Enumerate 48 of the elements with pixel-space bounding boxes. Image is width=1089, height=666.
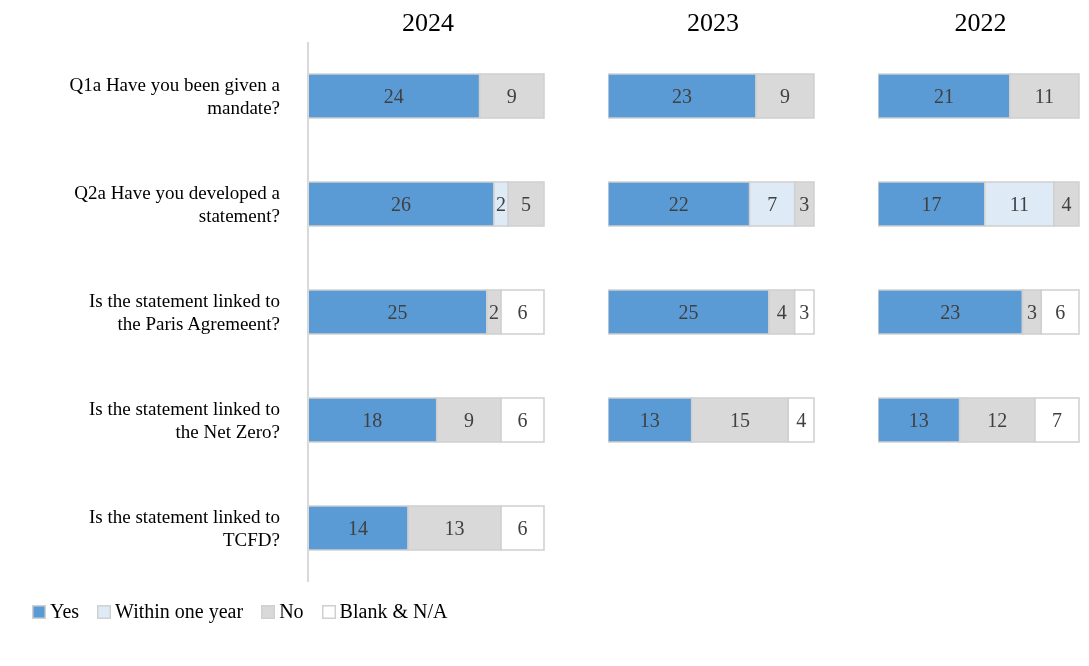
y-tick-label: Q2a Have you developed a statement?: [74, 182, 281, 226]
data-label: 13: [639, 409, 660, 432]
data-label: 11: [1009, 193, 1029, 216]
legend-label: No: [278, 600, 304, 623]
data-label: 3: [799, 193, 810, 216]
data-label: 26: [390, 193, 411, 216]
data-label: 4: [776, 301, 787, 324]
data-label: 2: [488, 301, 499, 324]
legend-label: Blank & N/A: [338, 600, 448, 623]
data-label: 7: [1052, 409, 1063, 432]
data-label: 25: [678, 301, 699, 324]
data-label: 4: [1061, 193, 1072, 216]
data-label: 4: [796, 409, 807, 432]
data-label: 6: [517, 301, 528, 324]
data-label: 18: [362, 409, 383, 432]
data-label: 12: [987, 409, 1008, 432]
data-label: 24: [383, 85, 404, 108]
data-label: 17: [921, 193, 942, 216]
data-label: 22: [668, 193, 689, 216]
data-label: 9: [506, 85, 517, 108]
data-label: 25: [387, 301, 408, 324]
data-label: 13: [444, 517, 465, 540]
data-label: 11: [1034, 85, 1055, 108]
data-label: 6: [517, 409, 528, 432]
data-label: 6: [1055, 301, 1066, 324]
data-label: 21: [933, 85, 954, 108]
chart-title: 2022: [953, 8, 1008, 39]
data-label: 23: [940, 301, 961, 324]
data-label: 14: [348, 517, 369, 540]
legend-label: Yes: [49, 600, 80, 623]
legend-label: Within one year: [114, 600, 244, 623]
y-tick-label: Is the statement linked to TCFD?: [88, 506, 280, 550]
data-label: 6: [517, 517, 528, 540]
data-label: 15: [729, 409, 750, 432]
data-label: 2: [496, 193, 507, 216]
data-label: 5: [521, 193, 532, 216]
data-label: 3: [799, 301, 810, 324]
data-label: 9: [463, 409, 474, 432]
y-tick-label: Q1a Have you been given a mandate?: [69, 74, 281, 118]
data-label: 7: [767, 193, 778, 216]
data-label: 9: [780, 85, 791, 108]
data-label: 23: [672, 85, 693, 108]
data-label: 3: [1026, 301, 1037, 324]
y-tick-label: Is the statement linked to the Paris Agremeent?: [88, 290, 280, 334]
chart-title: 2024: [401, 8, 455, 39]
chart-title: 2023: [686, 8, 740, 39]
y-tick-label: Is the statement linked to the Net Zero?: [88, 398, 280, 442]
data-label: 13: [908, 409, 929, 432]
